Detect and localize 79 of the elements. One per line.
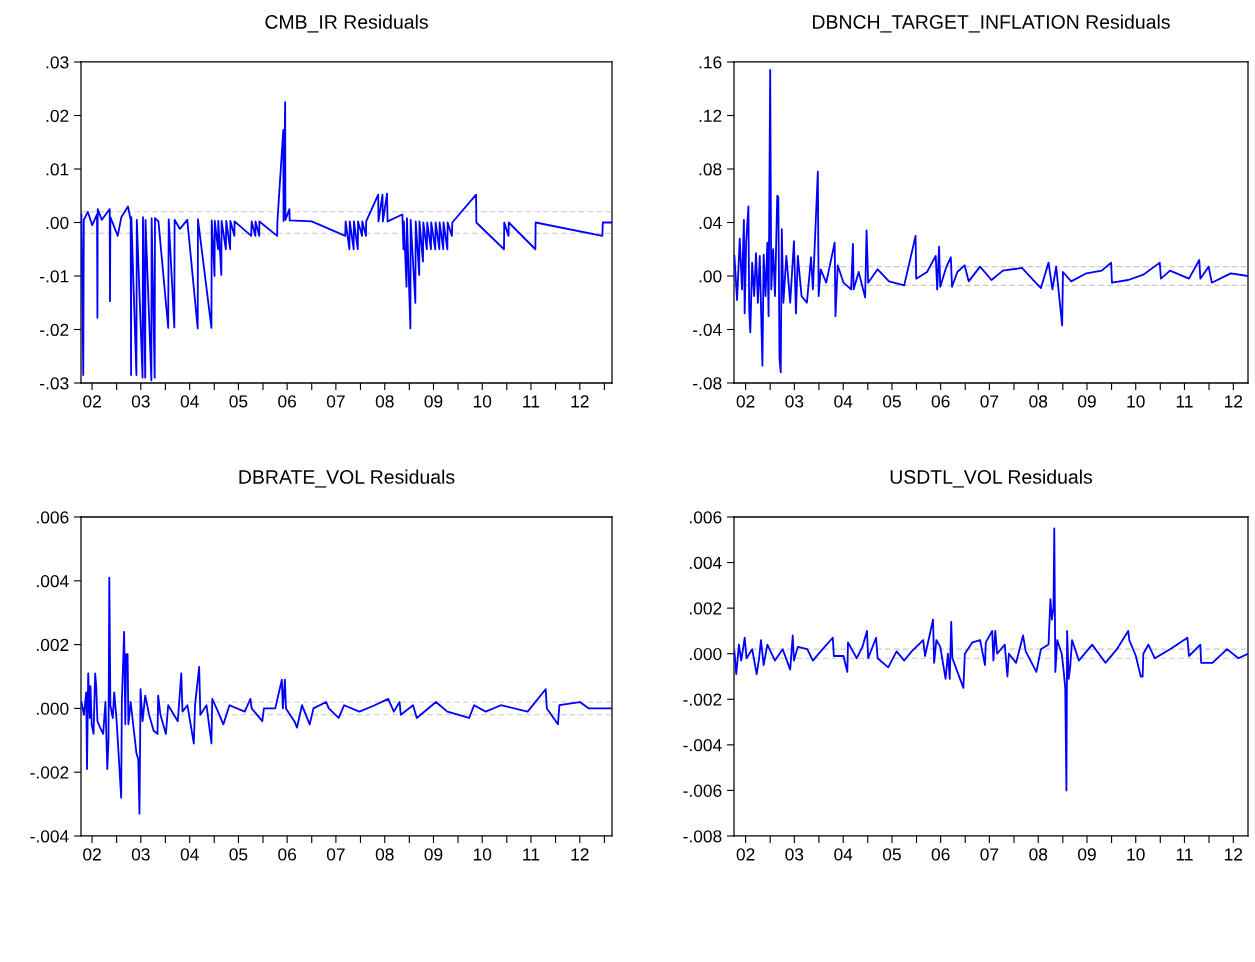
x-tick-label: 04 [834,848,853,861]
y-tick-label: -.002 [683,693,722,706]
x-tick-label: 11 [1176,848,1193,861]
y-tick-label: -.04 [693,323,722,336]
y-tick-label: -.004 [683,739,722,752]
x-tick-label: 06 [278,395,297,408]
y-tick-label: -.004 [30,830,69,843]
x-tick-label: 02 [736,848,755,861]
x-tick-label: 08 [375,848,394,861]
y-tick-label: .004 [36,574,69,588]
y-tick-label: .000 [689,647,722,661]
x-tick-label: 08 [1029,848,1048,861]
x-tick-label: 05 [882,848,901,861]
x-tick-label: 10 [473,848,492,861]
y-tick-label: .000 [36,702,69,715]
x-tick-label: 04 [180,395,199,408]
x-tick-label: 04 [180,848,199,861]
y-tick-label: .00 [699,270,722,283]
x-tick-label: 03 [785,848,804,861]
x-tick-label: 05 [229,848,248,861]
y-tick-label: -.03 [40,377,69,390]
y-tick-label: -.006 [683,784,722,797]
x-tick-label: 06 [278,848,297,861]
y-tick-label: .03 [46,56,69,69]
chart-title: CMB_IR Residuals [265,14,428,33]
x-tick-label: 12 [571,395,589,408]
line-series [734,69,1248,374]
chart-title: DBRATE_VOL Residuals [239,469,455,488]
x-tick-label: 08 [375,395,394,408]
x-tick-label: 06 [931,848,950,861]
x-tick-label: 10 [1127,848,1145,861]
x-tick-label: 10 [473,395,492,408]
x-tick-label: 03 [785,395,804,408]
y-tick-label: -.008 [683,830,722,843]
y-tick-label: .04 [699,216,722,229]
y-tick-label: -.02 [40,323,69,336]
y-tick-label: .006 [689,511,722,524]
line-series [81,576,612,815]
y-tick-label: .01 [46,163,69,176]
x-tick-label: 11 [523,395,540,408]
x-tick-label: 10 [1127,395,1145,408]
x-tick-label: 02 [736,395,755,408]
y-tick-label: -.002 [30,766,69,779]
x-tick-label: 12 [1224,395,1243,408]
x-tick-label: 07 [326,395,345,408]
chart-title: DBNCH_TARGET_INFLATION Residuals [813,14,1170,33]
x-tick-label: 06 [931,395,950,408]
x-tick-label: 03 [131,848,150,861]
x-tick-label: 05 [229,395,248,408]
x-tick-label: 07 [326,848,345,861]
y-tick-label: .16 [699,56,722,69]
y-tick-label: .004 [689,556,722,570]
y-tick-label: .02 [46,109,69,122]
x-tick-label: 07 [980,395,999,408]
y-tick-label: -.08 [693,377,722,390]
x-tick-label: 09 [424,395,443,408]
y-tick-label: .002 [36,638,69,652]
chart-title: USDTL_VOL Residuals [890,469,1093,488]
y-tick-label: -.01 [40,270,69,283]
line-series [734,527,1248,792]
x-tick-label: 09 [1078,395,1096,408]
x-tick-label: 12 [571,848,589,861]
x-tick-label: 02 [83,848,101,861]
x-tick-label: 07 [980,848,999,861]
y-tick-label: .006 [36,511,69,524]
y-tick-label: .00 [46,216,69,229]
x-tick-label: 02 [83,395,101,408]
x-tick-label: 05 [882,395,901,408]
x-tick-label: 11 [1176,395,1193,408]
x-tick-label: 12 [1224,848,1243,861]
x-tick-label: 03 [131,395,150,408]
x-tick-label: 09 [1078,848,1096,861]
x-tick-label: 08 [1029,395,1048,408]
x-tick-label: 04 [834,395,853,408]
y-tick-label: .12 [699,109,722,122]
y-tick-label: .002 [689,602,722,615]
x-tick-label: 09 [424,848,443,861]
y-tick-label: .08 [699,163,722,176]
x-tick-label: 11 [523,848,540,861]
